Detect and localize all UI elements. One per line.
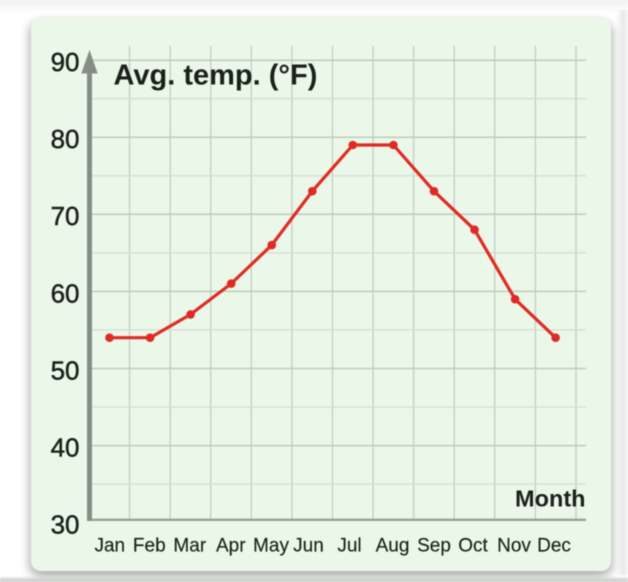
svg-text:Jun: Jun xyxy=(293,535,324,556)
svg-text:Jan: Jan xyxy=(94,535,125,556)
svg-text:Nov: Nov xyxy=(497,535,531,556)
svg-text:Month: Month xyxy=(515,486,585,512)
svg-text:Mar: Mar xyxy=(173,535,206,556)
svg-text:Aug: Aug xyxy=(376,535,410,556)
svg-text:30: 30 xyxy=(51,510,80,540)
svg-text:70: 70 xyxy=(51,201,80,231)
svg-text:80: 80 xyxy=(51,124,80,154)
svg-text:Oct: Oct xyxy=(458,535,488,556)
svg-text:90: 90 xyxy=(51,47,80,77)
svg-text:Feb: Feb xyxy=(133,535,166,556)
svg-text:May: May xyxy=(253,535,289,556)
svg-text:Dec: Dec xyxy=(537,535,571,556)
svg-text:40: 40 xyxy=(51,433,80,463)
svg-text:Apr: Apr xyxy=(216,535,246,556)
svg-text:Avg. temp. (°F): Avg. temp. (°F) xyxy=(114,60,318,92)
svg-text:Sep: Sep xyxy=(417,535,451,556)
svg-text:50: 50 xyxy=(51,355,80,385)
svg-text:Jul: Jul xyxy=(337,535,361,556)
svg-text:60: 60 xyxy=(51,278,80,308)
